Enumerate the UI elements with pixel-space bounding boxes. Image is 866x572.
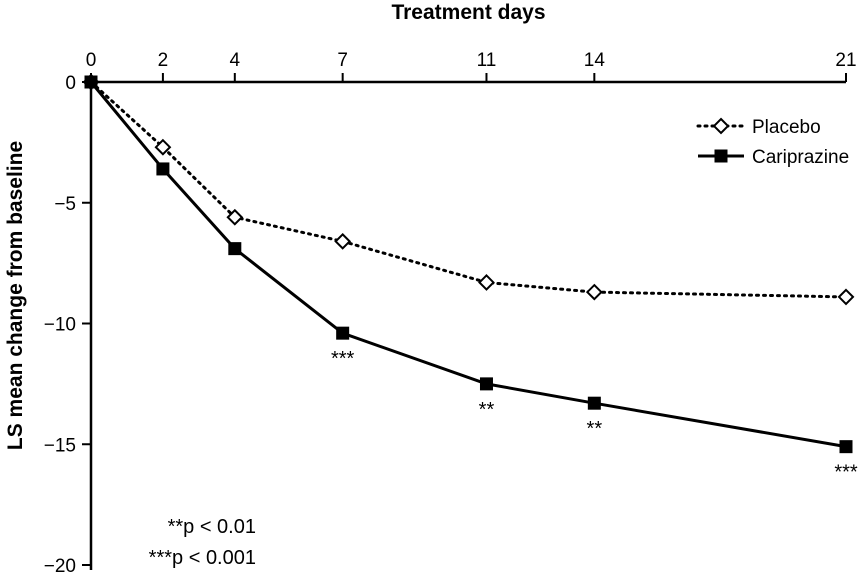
data-point-cariprazine	[156, 162, 170, 176]
y-tick-label: −15	[44, 435, 76, 456]
y-axis-title: LS mean change from baseline	[4, 141, 27, 450]
legend-label: Cariprazine	[752, 147, 849, 168]
data-point-placebo	[837, 288, 855, 306]
series-line-cariprazine	[89, 81, 847, 449]
x-tick-label: 11	[477, 50, 497, 71]
footnote-text: **p < 0.01	[168, 516, 256, 538]
significance-annotation: ***	[331, 348, 355, 370]
legend-marker	[714, 149, 728, 163]
footnote-text: ***p < 0.001	[149, 547, 256, 569]
data-point-placebo	[478, 274, 495, 291]
significance-annotation: **	[479, 399, 495, 421]
series-layer	[82, 73, 855, 454]
x-axis-title: Treatment days	[391, 1, 545, 24]
y-tick-label: 0	[65, 73, 76, 94]
data-point-placebo	[226, 208, 244, 226]
x-tick-label: 7	[337, 50, 348, 71]
significance-annotation: ***	[834, 462, 858, 484]
series-line-placebo	[89, 80, 848, 299]
y-tick-label: −10	[44, 315, 76, 336]
data-point-placebo	[334, 232, 352, 250]
axes: 0 2 4 7 11 14 21 0 −5 −10 −15 −20	[44, 50, 857, 572]
data-point-cariprazine	[84, 75, 98, 89]
data-point-cariprazine	[336, 326, 350, 340]
x-tick-label: 0	[86, 50, 97, 71]
significance-annotation: **	[587, 418, 603, 440]
x-tick-label: 4	[230, 50, 241, 71]
annotations: **********	[331, 348, 858, 484]
x-tick-label: 14	[584, 50, 606, 71]
data-point-placebo	[585, 283, 603, 301]
footnotes: **p < 0.01 ***p < 0.001	[149, 516, 256, 569]
data-point-cariprazine	[839, 440, 853, 454]
data-point-cariprazine	[479, 377, 493, 391]
legend-item-placebo: Placebo	[696, 117, 821, 138]
data-point-cariprazine	[228, 242, 242, 256]
data-point-cariprazine	[587, 396, 601, 410]
y-tick-label: −5	[54, 194, 76, 215]
x-tick-label: 21	[835, 50, 856, 71]
legend-marker	[712, 117, 730, 135]
x-tick-label: 2	[158, 50, 169, 71]
legend-label: Placebo	[752, 117, 821, 138]
legend: Placebo Cariprazine	[696, 117, 849, 168]
series-placebo	[82, 73, 855, 306]
data-point-placebo	[154, 138, 172, 156]
series-cariprazine	[84, 75, 853, 454]
y-tick-label: −20	[44, 556, 76, 572]
legend-item-cariprazine: Cariprazine	[698, 147, 849, 168]
